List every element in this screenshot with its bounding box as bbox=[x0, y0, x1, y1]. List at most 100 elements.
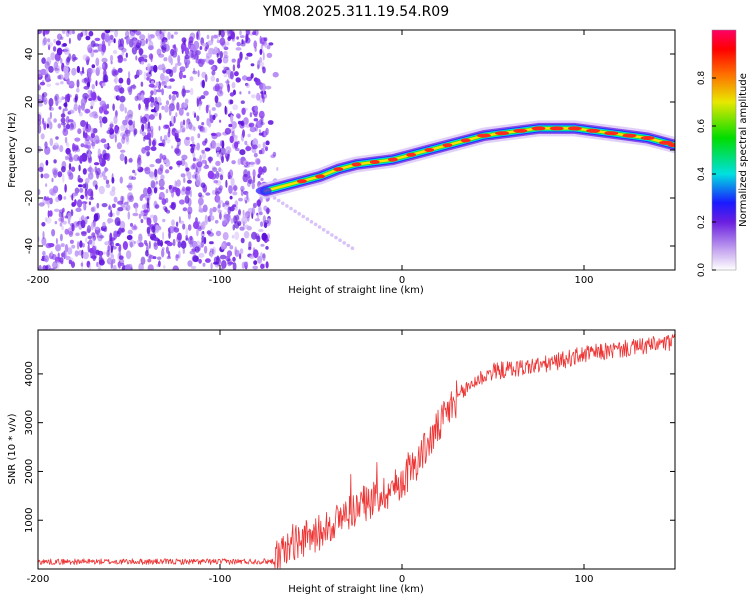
noise-speck bbox=[128, 157, 133, 163]
noise-speck bbox=[78, 184, 83, 188]
noise-speck bbox=[125, 52, 128, 58]
noise-speck bbox=[44, 255, 49, 263]
noise-speck bbox=[38, 74, 43, 80]
noise-speck bbox=[104, 241, 110, 246]
noise-speck bbox=[263, 205, 268, 211]
noise-speck bbox=[262, 66, 266, 74]
noise-speck bbox=[144, 58, 148, 63]
noise-speck bbox=[267, 120, 274, 125]
noise-speck bbox=[234, 231, 240, 240]
noise-speck bbox=[276, 167, 279, 171]
noise-speck bbox=[161, 88, 165, 96]
noise-speck bbox=[51, 177, 54, 183]
noise-speck bbox=[138, 48, 144, 56]
noise-speck bbox=[52, 185, 59, 194]
noise-speck bbox=[254, 218, 261, 222]
noise-speck bbox=[196, 240, 201, 247]
noise-speck bbox=[165, 189, 169, 194]
noise-speck bbox=[90, 100, 95, 107]
noise-speck bbox=[68, 109, 75, 114]
noise-speck bbox=[143, 213, 148, 220]
noise-speck bbox=[201, 149, 205, 154]
noise-speck bbox=[187, 260, 193, 267]
noise-speck bbox=[155, 158, 162, 164]
meteor-trace-peak bbox=[296, 179, 307, 184]
noise-speck bbox=[199, 46, 203, 50]
noise-speck bbox=[160, 135, 163, 142]
noise-speck bbox=[219, 151, 222, 161]
noise-speck bbox=[128, 195, 134, 203]
noise-speck bbox=[72, 143, 76, 152]
noise-speck bbox=[207, 170, 215, 179]
noise-speck bbox=[244, 200, 248, 204]
noise-speck bbox=[63, 96, 70, 100]
colorbar-ticks: 0.0 0.2 0.4 0.6 0.8 bbox=[697, 71, 716, 277]
noise-speck bbox=[47, 38, 51, 43]
noise-speck bbox=[187, 224, 192, 231]
noise-speck bbox=[153, 214, 158, 224]
noise-speck bbox=[58, 106, 62, 110]
noise-speck bbox=[153, 111, 158, 117]
noise-speck bbox=[80, 194, 85, 200]
noise-speck bbox=[165, 100, 170, 106]
noise-speck bbox=[185, 234, 188, 241]
noise-speck bbox=[159, 164, 164, 172]
noise-speck bbox=[77, 128, 82, 135]
noise-speck bbox=[100, 138, 107, 143]
noise-speck bbox=[120, 124, 126, 132]
noise-speck bbox=[240, 185, 245, 192]
noise-speck bbox=[221, 140, 225, 149]
noise-speck bbox=[243, 117, 249, 125]
noise-speck bbox=[123, 58, 127, 62]
noise-speck bbox=[61, 161, 67, 170]
noise-speck bbox=[247, 179, 254, 184]
noise-speck bbox=[204, 214, 208, 224]
noise-speck bbox=[93, 162, 100, 166]
noise-speck bbox=[103, 251, 106, 255]
noise-speck bbox=[43, 30, 46, 37]
noise-speck bbox=[213, 113, 218, 118]
spectrogram-x-tick-label: -200 bbox=[27, 275, 50, 286]
noise-speck bbox=[106, 152, 111, 162]
noise-speck bbox=[213, 46, 219, 55]
noise-speck bbox=[180, 240, 187, 249]
noise-speck bbox=[330, 233, 334, 237]
noise-speck bbox=[182, 207, 188, 212]
noise-speck bbox=[219, 119, 222, 123]
noise-speck bbox=[76, 222, 80, 226]
noise-speck bbox=[176, 138, 181, 147]
noise-speck bbox=[241, 75, 248, 81]
noise-speck bbox=[118, 77, 124, 84]
noise-speck bbox=[258, 228, 264, 233]
noise-speck bbox=[96, 233, 100, 238]
noise-speck bbox=[206, 34, 210, 40]
noise-speck bbox=[276, 198, 281, 203]
noise-speck bbox=[114, 109, 118, 118]
noise-speck bbox=[117, 261, 122, 269]
noise-speck bbox=[182, 74, 187, 79]
noise-speck bbox=[74, 199, 77, 206]
noise-speck bbox=[102, 149, 107, 158]
noise-speck bbox=[150, 180, 156, 189]
noise-speck bbox=[169, 120, 172, 127]
noise-speck bbox=[79, 105, 83, 109]
noise-speck bbox=[43, 173, 50, 179]
spectrogram-background bbox=[38, 30, 675, 270]
noise-speck bbox=[95, 249, 100, 255]
meteor-trace-peak bbox=[369, 160, 380, 164]
noise-speck bbox=[250, 63, 255, 67]
noise-speck bbox=[326, 230, 330, 235]
noise-speck bbox=[138, 213, 142, 219]
noise-speck bbox=[106, 249, 110, 258]
noise-speck bbox=[154, 204, 160, 209]
noise-speck bbox=[89, 112, 95, 118]
noise-speck bbox=[53, 208, 60, 212]
noise-speck bbox=[112, 264, 117, 270]
noise-speck bbox=[42, 250, 46, 256]
noise-speck bbox=[301, 214, 306, 219]
noise-speck bbox=[85, 56, 90, 63]
noise-speck bbox=[112, 66, 116, 71]
noise-speck bbox=[228, 123, 233, 128]
noise-speck bbox=[79, 187, 84, 193]
noise-speck bbox=[147, 264, 154, 270]
